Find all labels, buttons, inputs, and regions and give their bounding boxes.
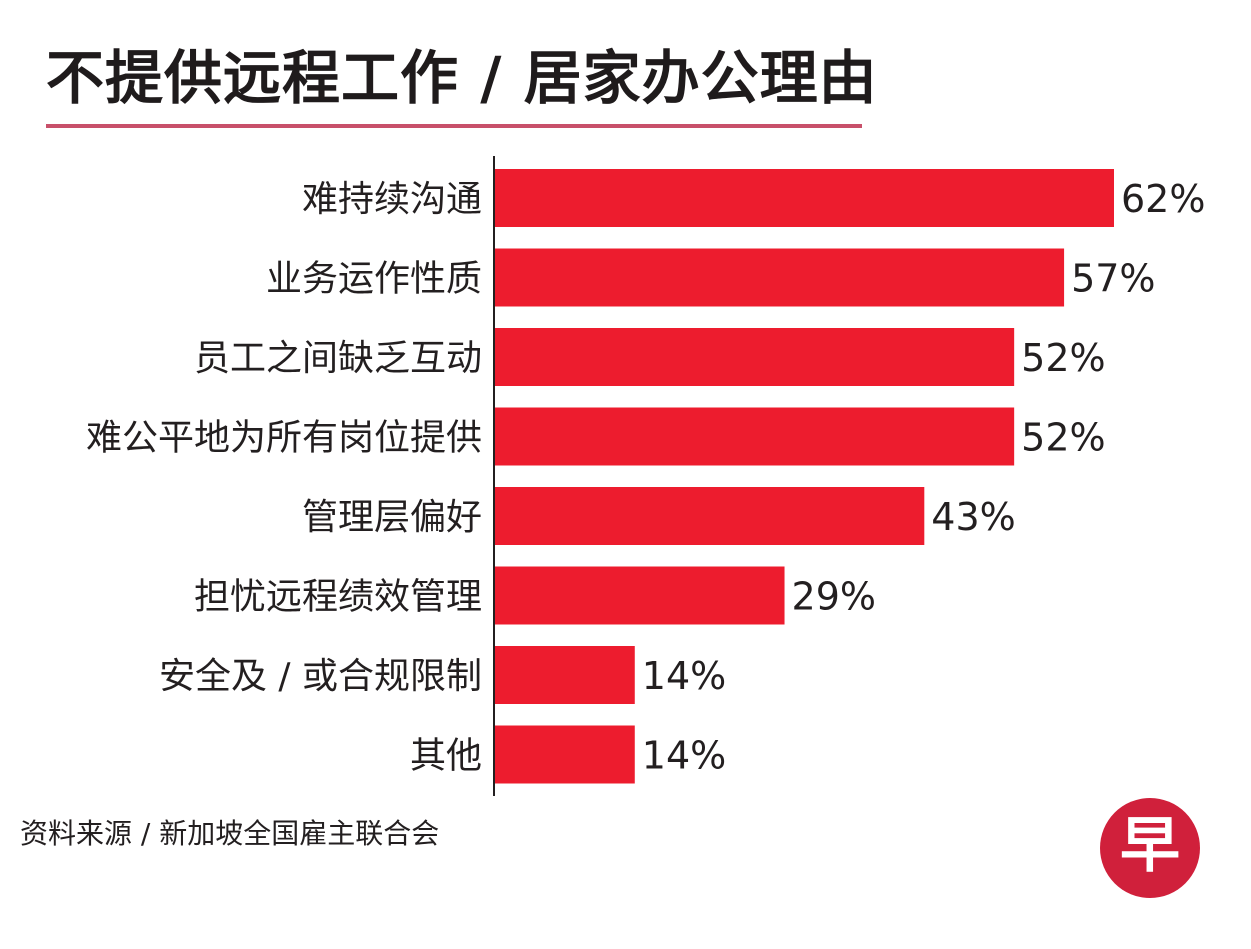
bar	[495, 407, 1015, 466]
category-label: 员工之间缺乏互动	[194, 338, 482, 379]
chart-title: 不提供远程工作 / 居家办公理由	[46, 44, 878, 112]
category-label: 难持续沟通	[302, 179, 482, 220]
bars-group: 难持续沟通 62% 业务运作性质 57% 员工之间缺乏互动 52% 难公平地为所有岗位提供 5…	[86, 169, 1205, 784]
category-label: 难公平地为所有岗位提供	[86, 418, 482, 459]
bar	[495, 248, 1065, 307]
bar	[495, 328, 1015, 386]
zaobao-logo-icon: 早	[1100, 798, 1200, 898]
value-label: 52%	[1021, 336, 1105, 380]
bar	[495, 487, 925, 545]
bar	[495, 646, 635, 704]
bar	[495, 566, 785, 625]
category-label: 管理层偏好	[302, 497, 482, 538]
title-underline	[46, 124, 862, 128]
source-note: 资料来源 / 新加坡全国雇主联合会	[20, 817, 440, 850]
value-label: 62%	[1121, 177, 1205, 221]
bar	[495, 725, 635, 784]
logo-circle	[1100, 798, 1200, 898]
category-label: 业务运作性质	[266, 259, 482, 300]
value-label: 52%	[1021, 416, 1105, 460]
value-label: 29%	[792, 575, 876, 619]
value-label: 57%	[1071, 257, 1155, 301]
logo-character: 早	[1120, 811, 1180, 881]
value-label: 14%	[642, 654, 726, 698]
value-label: 14%	[642, 734, 726, 778]
value-label: 43%	[931, 495, 1015, 539]
category-label: 安全及 / 或合规限制	[159, 656, 482, 697]
bar	[495, 169, 1114, 227]
category-label: 其他	[410, 736, 482, 777]
category-label: 担忧远程绩效管理	[194, 577, 482, 618]
